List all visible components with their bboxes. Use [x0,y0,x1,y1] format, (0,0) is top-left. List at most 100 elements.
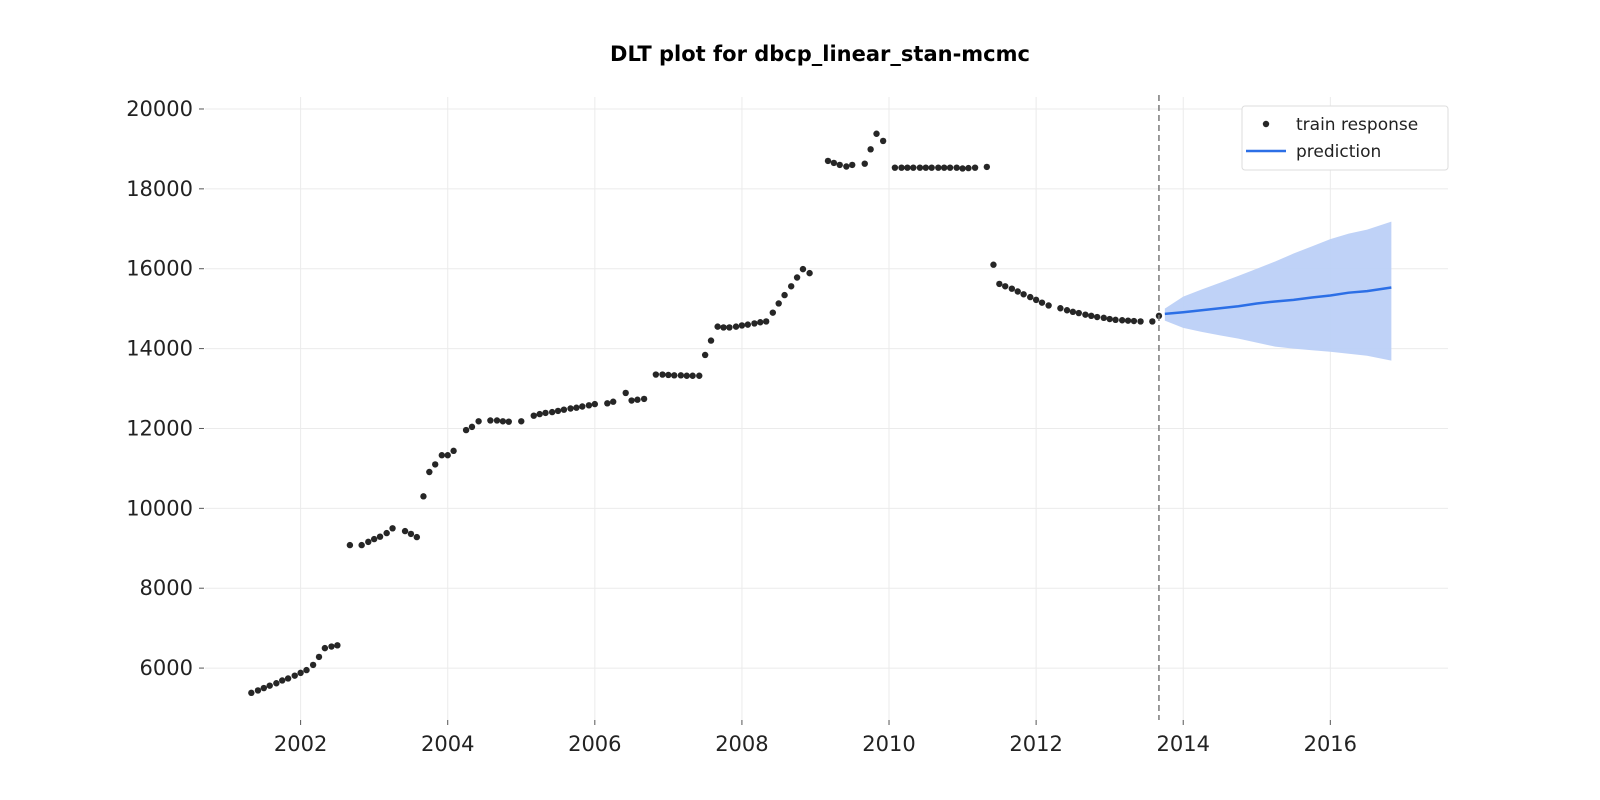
train-response-point [806,269,813,277]
train-response-point [1112,316,1119,324]
y-tick-label: 18000 [126,177,193,201]
train-response-point [315,653,323,661]
train-response-point [462,426,470,434]
train-response-point [579,403,586,410]
train-response-point [714,323,721,330]
train-response-point [444,452,451,459]
train-response-point [701,351,709,359]
train-response-point [836,161,843,169]
train-response-point [401,527,409,535]
train-response-point [468,423,476,431]
train-response-point [370,535,378,543]
train-response-point [573,404,580,411]
train-response-point [499,418,507,425]
train-response-point [1082,311,1089,318]
train-response-point [659,371,666,378]
train-response-point [450,447,457,455]
train-response-point [910,164,917,171]
y-tick-label: 6000 [140,656,193,680]
y-tick-label: 20000 [126,97,193,121]
y-axis-ticks: 6000 8000 10000 12000 14000 16000 18000 20000 [126,97,204,680]
y-tick-label: 10000 [126,496,193,520]
train-response-points [248,130,1163,697]
train-response-point [376,533,384,540]
legend-train-marker [1262,120,1270,128]
prediction-line [1164,286,1392,316]
x-tick-label: 2002 [274,732,327,756]
train-response-point [707,337,715,344]
train-response-point [383,529,390,537]
y-tick-label: 16000 [126,257,193,281]
prediction-band-area [1164,221,1392,361]
train-response-point [1100,314,1107,322]
train-response-point [634,396,641,403]
train-response-point [775,300,782,307]
train-response-point [1045,302,1052,309]
y-tick-label: 14000 [126,337,193,361]
train-response-point [328,643,335,650]
train-response-point [965,164,972,172]
train-response-point [1118,317,1126,324]
train-response-point [940,164,948,171]
train-response-point [971,164,979,171]
train-response-point [407,530,415,538]
train-response-point [922,164,929,171]
train-response-point [1038,299,1046,306]
legend: train response prediction [1241,105,1449,171]
train-response-point [946,164,954,171]
train-response-point [260,684,268,692]
train-response-point [1032,296,1040,304]
train-response-point [518,418,525,425]
train-response-point [420,493,427,500]
train-response-point [284,675,292,682]
train-response-point [732,323,740,330]
train-response-point [757,319,764,326]
train-response-point [996,280,1003,288]
train-response-point [799,265,807,273]
train-response-point [346,541,354,549]
x-tick-label: 2012 [1009,732,1062,756]
train-response-point [751,320,758,327]
train-response-point [677,372,685,379]
train-response-point [916,164,924,171]
train-response-point [726,324,733,331]
train-response-point [1027,293,1034,301]
train-response-point [279,677,286,684]
train-response-point [689,372,696,379]
prediction-interval-band [1164,221,1392,361]
train-response-point [413,533,421,541]
train-response-point [935,164,942,171]
train-response-point [1069,308,1077,316]
train-response-point [475,418,482,425]
y-tick-label: 8000 [140,576,193,600]
train-response-point [1093,313,1101,321]
prediction-line-group [1164,286,1392,316]
train-response-point [861,160,868,167]
train-response-point [1088,312,1095,320]
train-response-point [432,461,439,468]
train-response-point [1137,318,1144,325]
train-response-point [738,322,746,329]
train-response-point [358,541,365,549]
train-response-point [291,672,298,679]
train-response-point [530,412,537,419]
x-tick-label: 2016 [1304,732,1357,756]
legend-train-label: train response [1296,115,1418,135]
train-response-point [665,371,672,379]
train-response-point [849,161,856,169]
x-axis-ticks: 2002 2004 2006 2008 2010 2012 2014 2016 [274,720,1357,756]
train-response-point [536,410,543,418]
train-response-point [793,274,801,281]
train-response-point [505,418,512,425]
train-response-point [1008,285,1016,292]
train-response-point [928,164,935,171]
train-response-point [762,318,770,325]
train-response-point [487,417,494,424]
train-response-point [1106,315,1113,323]
x-tick-label: 2014 [1156,732,1209,756]
train-response-point [1130,317,1138,325]
train-response-point [744,321,752,328]
train-response-point [254,687,262,694]
train-response-point [1057,305,1064,312]
